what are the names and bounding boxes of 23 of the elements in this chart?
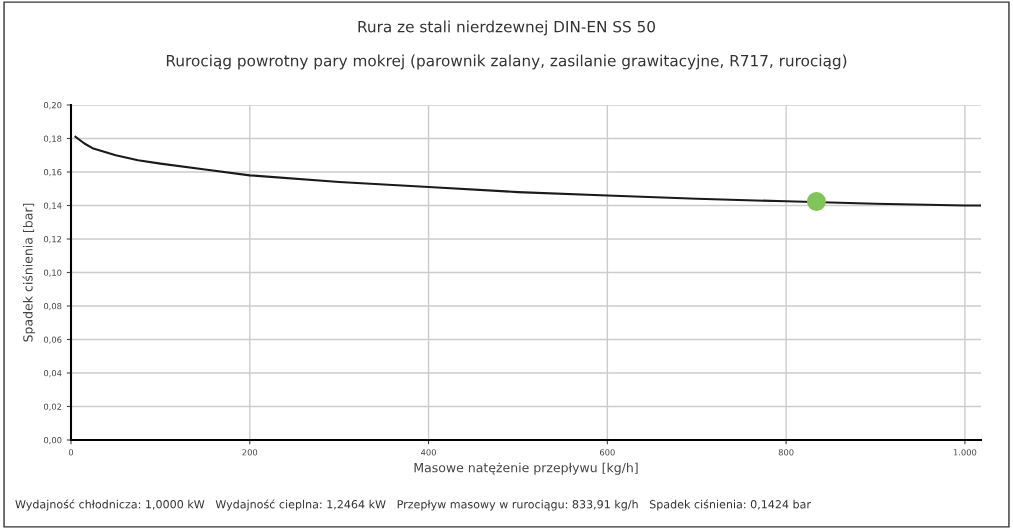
chart-subtitle: Rurociąg powrotny pary mokrej (parownik zalany, zasilanie grawitacyjne, R717, rurociąg) [166, 54, 847, 70]
y-tick-label: 0,08 [43, 302, 62, 311]
chart-title: Rura ze stali nierdzewnej DIN-EN SS 50 [358, 20, 655, 36]
x-tick-label: 800 [778, 449, 794, 456]
y-tick-label: 0,16 [43, 168, 62, 177]
y-tick-label: 0,12 [43, 235, 62, 244]
y-tick-label: 0,04 [43, 369, 62, 378]
y-tick-label: 0,14 [43, 202, 62, 210]
x-tick-label: 1.000 [953, 449, 977, 456]
y-axis-title: Spadek ciśnienia [bar] [22, 203, 36, 342]
y-tick-label: 0,20 [43, 101, 62, 110]
x-tick-label: 200 [242, 449, 258, 456]
y-tick-label: 0,06 [43, 336, 62, 344]
x-tick-label: 600 [599, 449, 615, 456]
x-tick-label: 0 [68, 449, 74, 456]
y-tick-label: 0,02 [43, 403, 62, 411]
text: Wydajność chłodnicza: 1,0000 kW Wydajność cieplna: 1,2464 kW Przepływ masowy w rurociągu: 833,91 kg/h Spadek ciśnienia: 0,1424 bar [15, 499, 811, 511]
y-tick-label: 0,00 [43, 436, 62, 445]
line-series [74, 135, 981, 207]
x-axis-title: Masowe natężenie przepływu [kg/h] [414, 462, 638, 475]
y-tick-label: 0,18 [43, 135, 62, 143]
x-tick-label: 400 [421, 449, 436, 456]
y-tick-label: 0,10 [43, 269, 62, 277]
